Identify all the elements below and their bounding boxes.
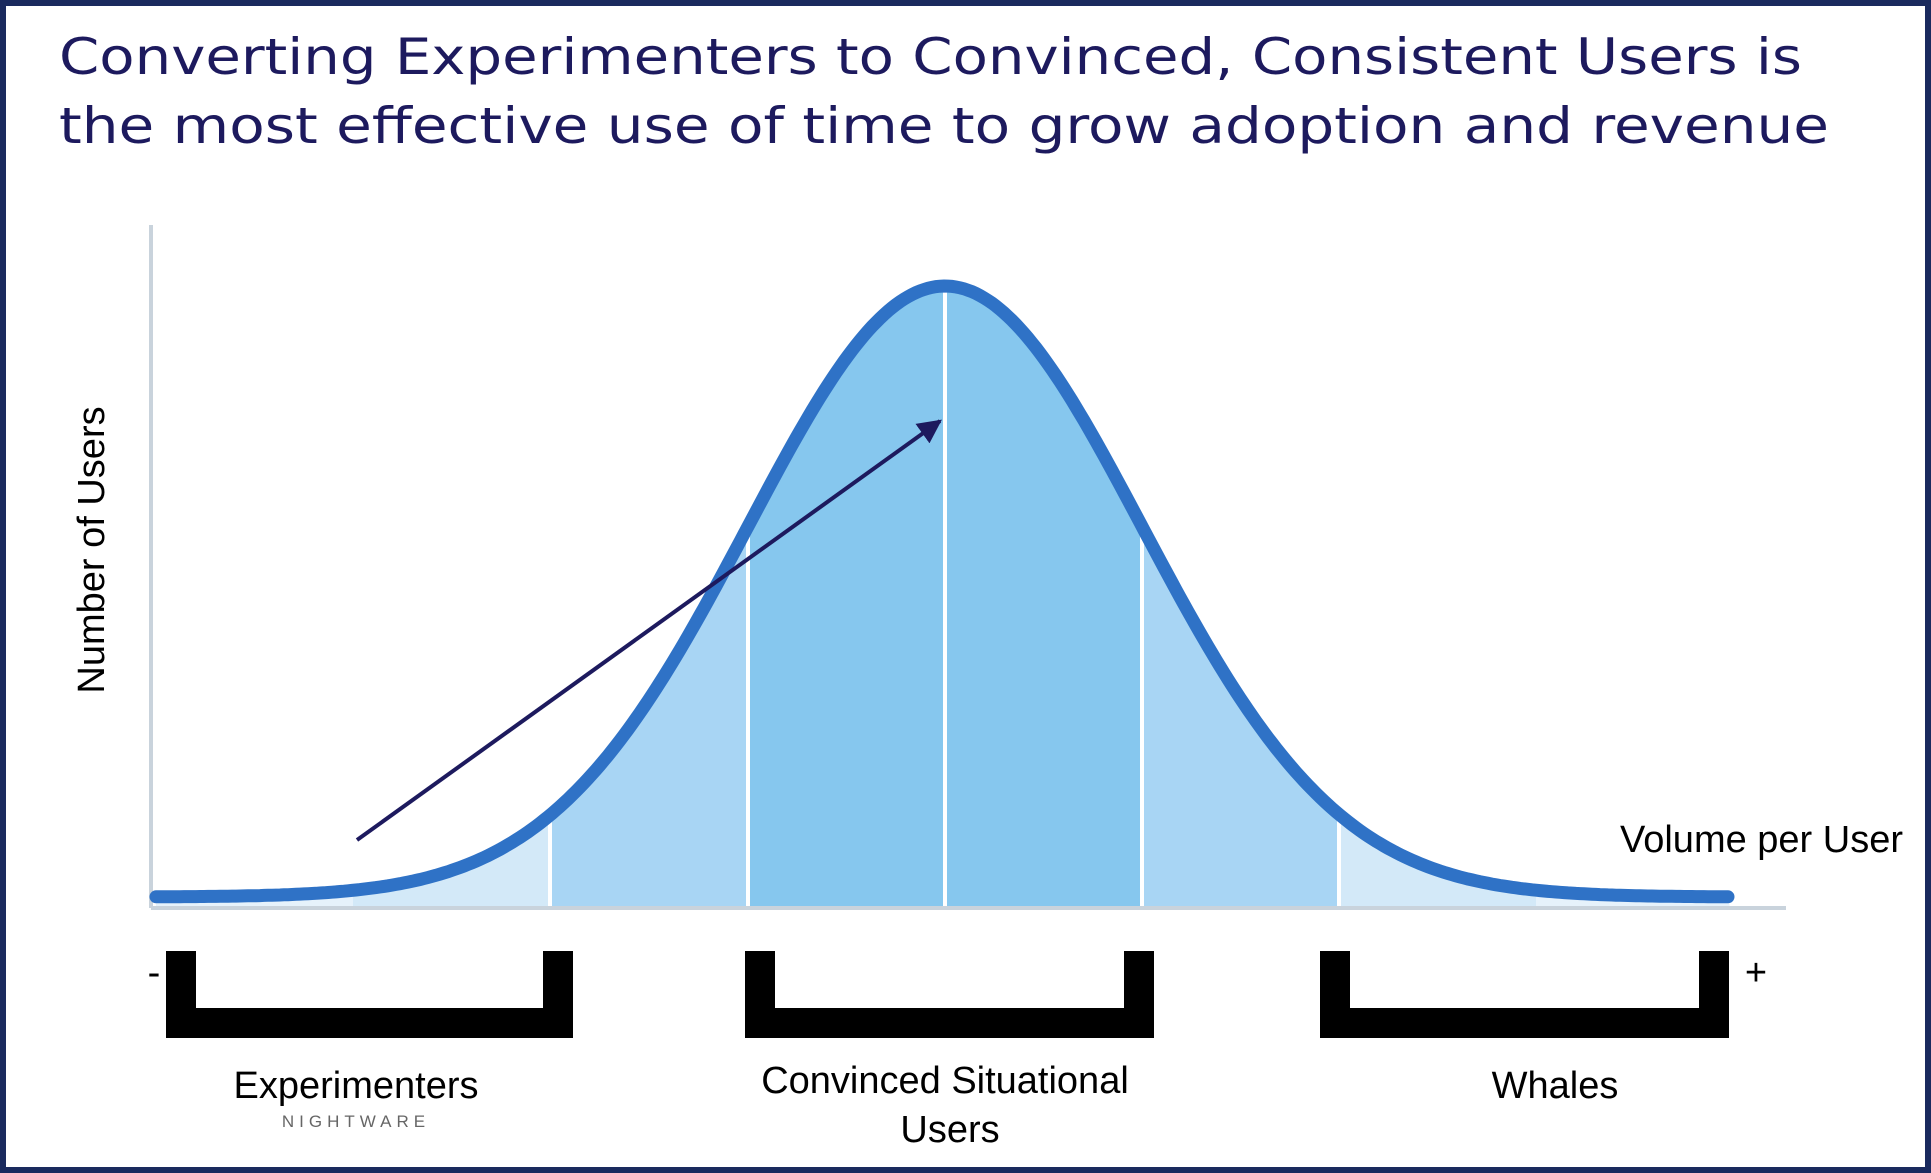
high-end: + [1745,952,1767,994]
brackets [166,951,1729,1038]
title-line: the most effective use of time to grow a… [59,97,1829,155]
x-axis-label: Volume per User [1620,819,1903,861]
y-axis-label: Number of Users [71,406,113,693]
segment-label: Users [900,1109,999,1151]
segment-label: Convinced Situational [761,1060,1129,1102]
bell-curve [149,279,1735,904]
segment-label: Experimenters [234,1065,479,1107]
bracket [166,951,573,1038]
brand: NIGHTWARE [282,1112,430,1131]
title-line: Converting Experimenters to Convinced, C… [59,28,1802,86]
low-end: - [148,952,161,994]
segment-label: Whales [1492,1065,1619,1107]
bracket [1320,951,1729,1038]
arrow [355,419,942,842]
bracket [745,951,1154,1038]
